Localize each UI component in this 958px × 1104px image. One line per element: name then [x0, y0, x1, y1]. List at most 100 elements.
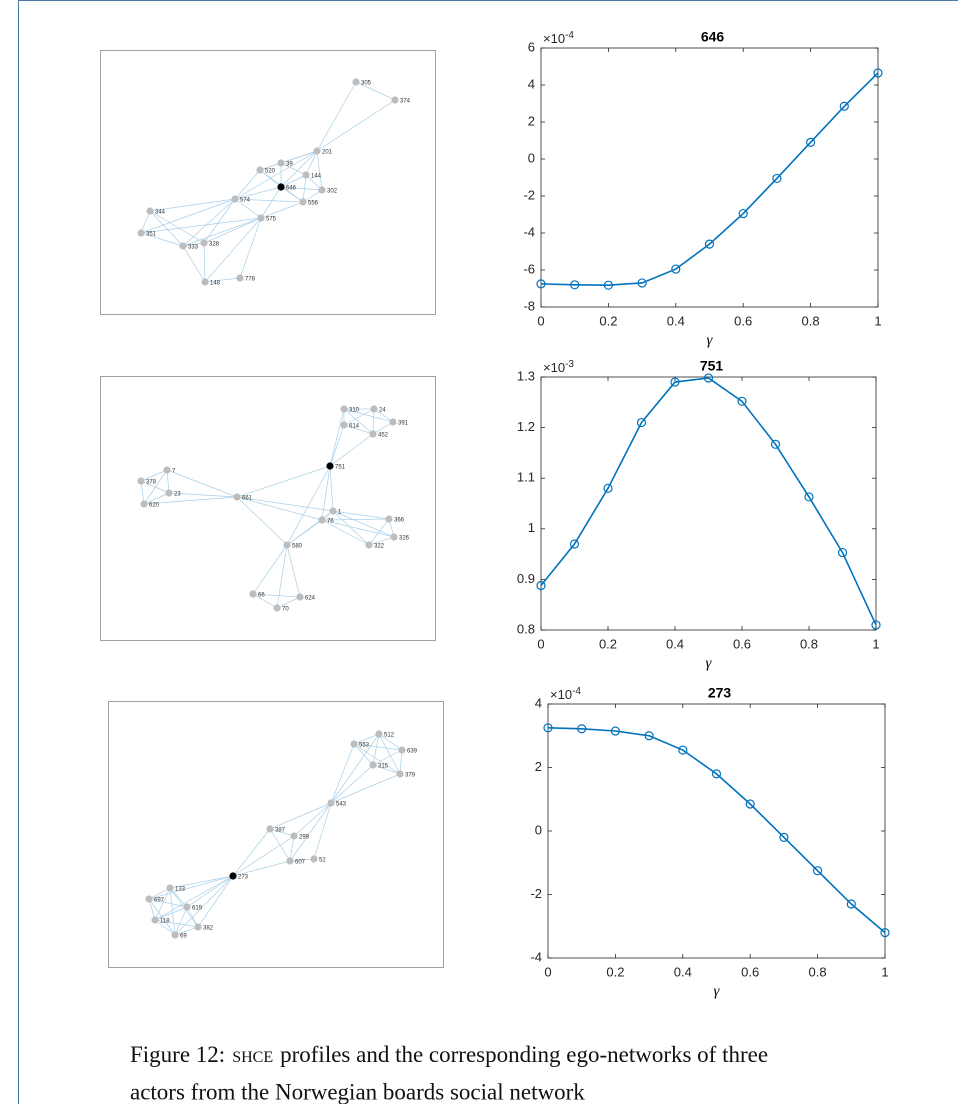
network-edge [174, 926, 199, 936]
node-label: 619 [192, 906, 203, 912]
x-tick-label: 0.8 [809, 964, 827, 979]
network-edge [286, 510, 334, 546]
network-node [236, 274, 244, 282]
network-edge [316, 99, 396, 152]
node-label: 374 [400, 99, 411, 105]
network-edge [149, 210, 184, 247]
network-edge [372, 421, 394, 435]
network-edge [203, 242, 206, 283]
node-label: 344 [155, 210, 166, 216]
node-label: 1 [338, 510, 342, 516]
y-scale-label: ×10-3 [543, 359, 574, 376]
node-label: 326 [399, 536, 410, 542]
data-marker [839, 101, 849, 111]
node-label: 144 [311, 174, 322, 180]
x-tick-label: 1 [881, 964, 888, 979]
network-edge [234, 150, 318, 200]
x-tick-label: 0.6 [733, 636, 751, 651]
network-edge [332, 510, 370, 546]
x-tick-label: 1 [874, 313, 881, 328]
node-label: 315 [378, 764, 389, 770]
node-label: 646 [286, 186, 297, 192]
network-edge [313, 802, 332, 860]
data-marker [812, 866, 823, 876]
node-label: 333 [188, 245, 199, 251]
network-edge [372, 733, 380, 766]
network-node [194, 923, 202, 931]
network-edge [353, 733, 380, 745]
network-edge [154, 906, 188, 921]
network-edge [276, 596, 301, 609]
network-node [390, 533, 398, 541]
node-label: 580 [292, 544, 303, 550]
node-label: 520 [265, 169, 276, 175]
node-label: 614 [349, 424, 360, 430]
network-edge [293, 802, 332, 837]
y-tick-label: 2 [528, 113, 535, 128]
x-tick-label: 0.6 [734, 313, 752, 328]
network-edge [332, 510, 390, 520]
network-edge [204, 277, 241, 283]
network-edge [353, 743, 401, 775]
network-edge [280, 162, 307, 176]
y-tick-label: -4 [530, 949, 542, 964]
network-edge [154, 919, 199, 928]
y-tick-label: 2 [535, 759, 542, 774]
network-edge [286, 465, 331, 546]
node-label: 328 [209, 242, 220, 248]
network-node [151, 916, 159, 924]
network-edge [252, 593, 278, 609]
network-edge [305, 150, 318, 176]
network-node [171, 931, 179, 939]
data-marker [670, 377, 680, 387]
y-scale-base: ×10 [543, 31, 565, 46]
network-edge [169, 887, 188, 908]
network-node [163, 466, 171, 474]
x-tick-label: 0.4 [667, 313, 685, 328]
y-scale-label: ×10-4 [543, 30, 574, 47]
network-edge [149, 198, 236, 212]
network-node [318, 186, 326, 194]
data-marker [837, 547, 848, 558]
network-edge [239, 217, 262, 279]
network-edge [372, 749, 403, 766]
node-label: 543 [336, 802, 347, 808]
y-tick-label: -6 [523, 261, 535, 276]
network-edge [234, 198, 304, 203]
network-edge [353, 743, 374, 766]
network-node [179, 242, 187, 250]
network-edge [259, 162, 282, 171]
network-node [340, 405, 348, 413]
network-node [286, 857, 294, 865]
data-marker [880, 927, 890, 938]
network-node [283, 541, 291, 549]
network-edge [154, 875, 234, 921]
data-marker [637, 278, 647, 288]
data-marker [678, 745, 688, 755]
y-tick-label: 1.2 [517, 419, 535, 434]
network-node [369, 761, 377, 769]
network-edge [289, 835, 295, 862]
network-edge [269, 802, 332, 830]
network-edge [329, 433, 374, 467]
network-node [365, 541, 373, 549]
network-edge [204, 217, 262, 283]
y-tick-label: 0 [528, 150, 535, 165]
network-node [318, 516, 326, 524]
network-node [137, 229, 145, 237]
network-edge [321, 518, 390, 521]
network-node [340, 421, 348, 429]
network-edge [234, 198, 262, 219]
x-tick-label: 0.4 [674, 964, 692, 979]
y-scale-exponent: -3 [565, 359, 574, 370]
node-label: 52 [319, 858, 326, 864]
x-tick-label: 0.4 [666, 636, 684, 651]
x-tick-label: 0.8 [800, 636, 818, 651]
caption-line: actors from the Norwegian boards social … [130, 1079, 585, 1104]
y-tick-label: -2 [530, 886, 542, 901]
network-node [389, 418, 397, 426]
y-tick-label: 4 [528, 76, 535, 91]
network-node [290, 832, 298, 840]
network-edge [166, 469, 170, 494]
node-label: 201 [322, 150, 333, 156]
